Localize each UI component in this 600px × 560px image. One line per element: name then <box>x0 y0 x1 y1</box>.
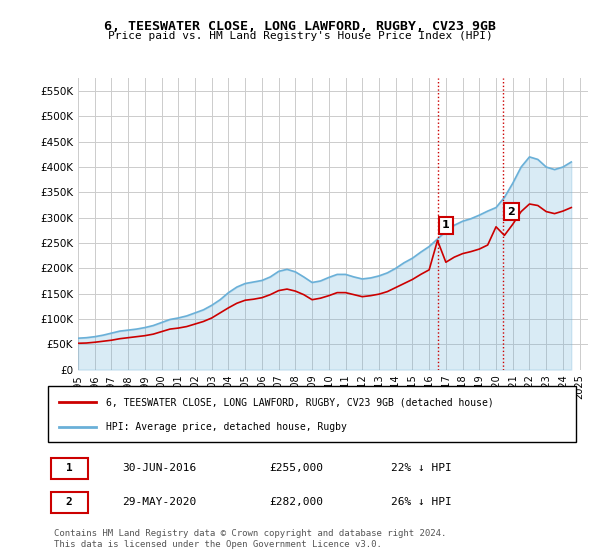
Text: 6, TEESWATER CLOSE, LONG LAWFORD, RUGBY, CV23 9GB: 6, TEESWATER CLOSE, LONG LAWFORD, RUGBY,… <box>104 20 496 32</box>
Text: Contains HM Land Registry data © Crown copyright and database right 2024.
This d: Contains HM Land Registry data © Crown c… <box>54 529 446 549</box>
FancyBboxPatch shape <box>50 458 88 479</box>
Text: 29-MAY-2020: 29-MAY-2020 <box>122 497 196 507</box>
Text: 1: 1 <box>66 463 73 473</box>
Text: Price paid vs. HM Land Registry's House Price Index (HPI): Price paid vs. HM Land Registry's House … <box>107 31 493 41</box>
Text: 30-JUN-2016: 30-JUN-2016 <box>122 463 196 473</box>
FancyBboxPatch shape <box>48 386 576 442</box>
Text: £282,000: £282,000 <box>270 497 324 507</box>
Text: 22% ↓ HPI: 22% ↓ HPI <box>391 463 452 473</box>
Text: 2: 2 <box>508 207 515 217</box>
Text: HPI: Average price, detached house, Rugby: HPI: Average price, detached house, Rugb… <box>106 422 347 432</box>
Text: 26% ↓ HPI: 26% ↓ HPI <box>391 497 452 507</box>
Text: 6, TEESWATER CLOSE, LONG LAWFORD, RUGBY, CV23 9GB (detached house): 6, TEESWATER CLOSE, LONG LAWFORD, RUGBY,… <box>106 397 494 407</box>
FancyBboxPatch shape <box>50 492 88 514</box>
Text: 1: 1 <box>442 220 450 230</box>
Text: £255,000: £255,000 <box>270 463 324 473</box>
Text: 2: 2 <box>66 497 73 507</box>
